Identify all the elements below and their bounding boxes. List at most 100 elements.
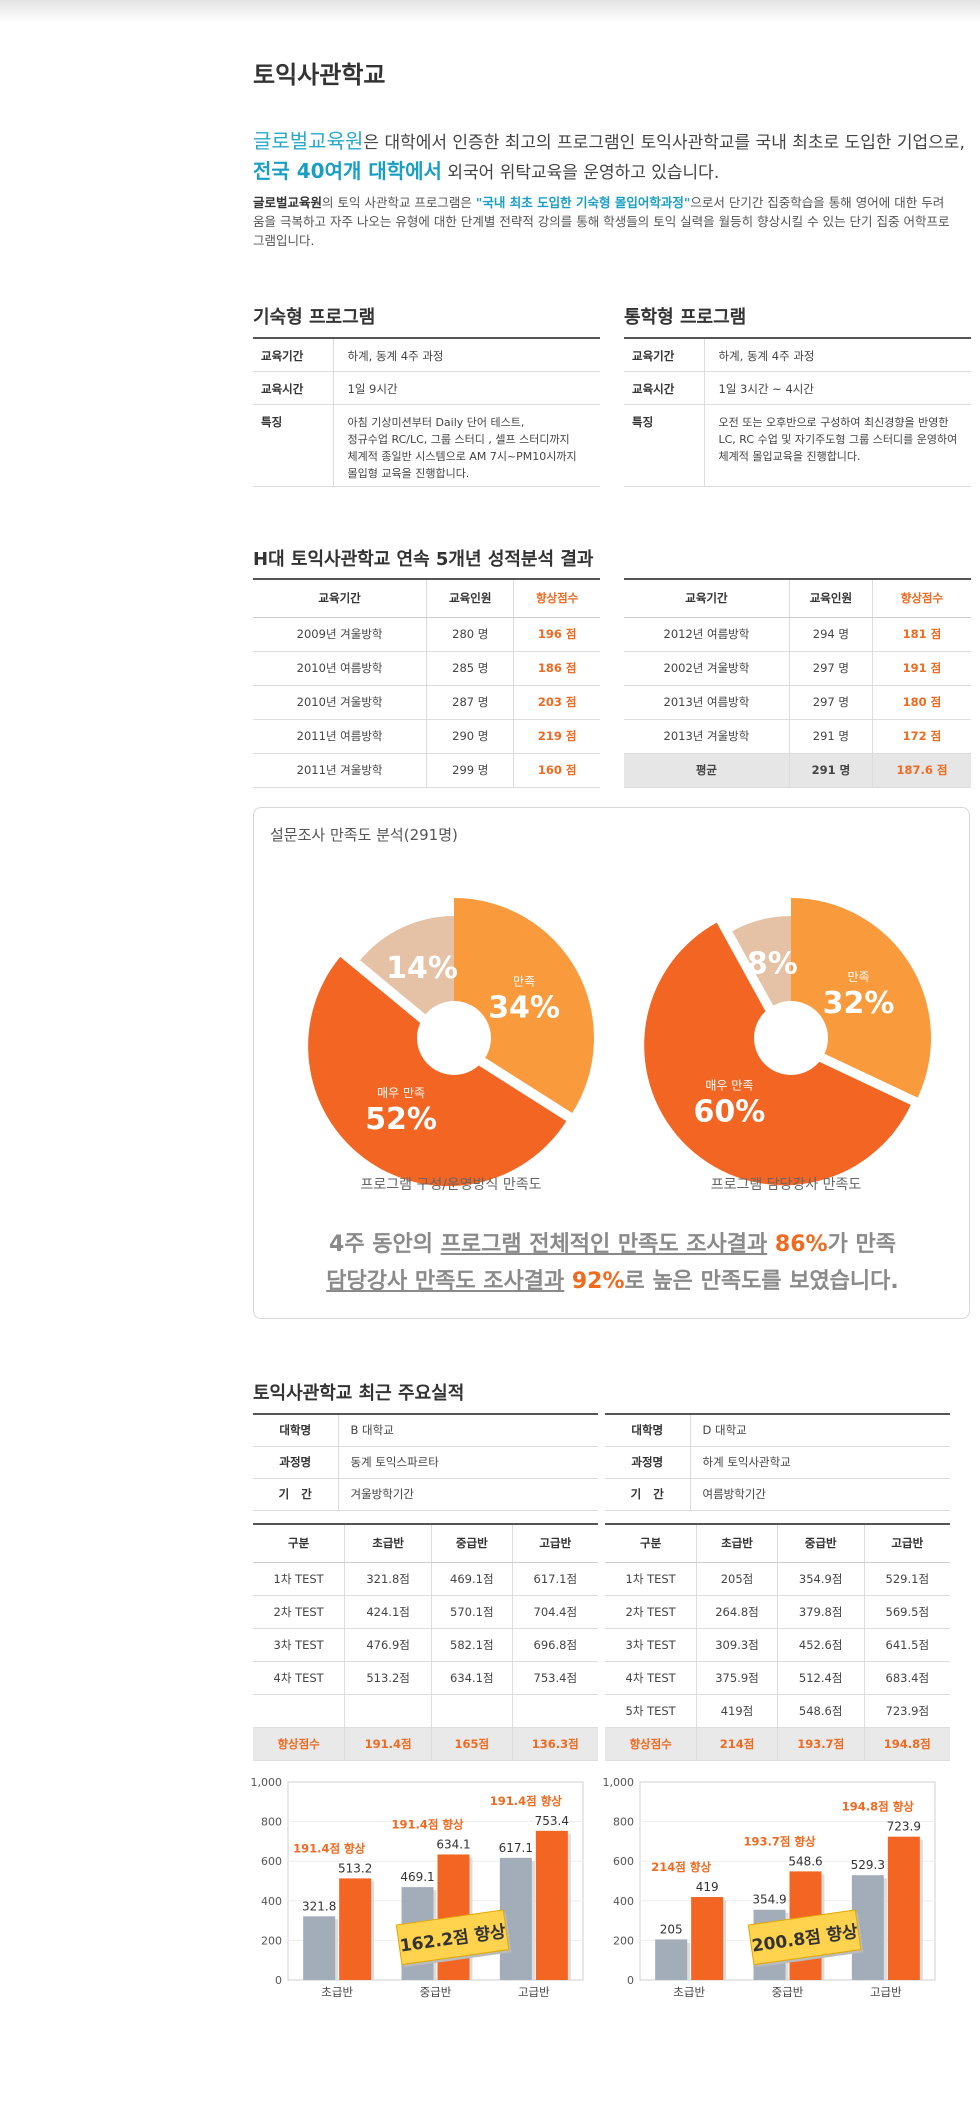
program-table-commute: 교육기간 하계, 동계 4주 과정 교육시간 1일 3시간 ~ 4시간 특징 오전 …: [624, 337, 971, 487]
table-row: 2차 TEST 264.8점 379.8점 569.5점: [605, 1595, 950, 1629]
bar-0-0: [303, 1916, 336, 1980]
y-tick-label: 200: [613, 1934, 634, 1947]
pie-slice-0-0: [308, 956, 567, 1187]
table-row: 4차 TEST 375.9점 512.4점 683.4점: [605, 1661, 950, 1695]
average-row: 평균 291 명 187.6 점: [624, 753, 971, 788]
x-category-label: 초급반: [673, 1985, 705, 1999]
table-row: 2010년 겨울방학 287 명 203 점: [253, 685, 600, 720]
program-title-dormitory: 기숙형 프로그램: [253, 307, 376, 328]
bar-2-1: [535, 1830, 568, 1980]
results-table-right: 교육기간 교육인원 향상점수 2012년 여름방학 294 명 181 점 2002년 …: [624, 578, 971, 788]
table-row: 4차 TEST 513.2점 634.1점 753.4점: [253, 1661, 598, 1695]
improve-row: 향상점수 214점 193.7점 194.8점: [605, 1727, 950, 1761]
achievement-scores: 구분 초급반 중급반 고급반 1차 TEST 205점 354.9점 529.1점 2차 TES…: [605, 1523, 950, 1761]
table-row: 2010년 여름방학 285 명 186 점: [253, 651, 600, 686]
y-tick-label: 200: [261, 1934, 282, 1947]
table-row: [253, 1694, 598, 1728]
table-row: 2011년 여름방학 290 명 219 점: [253, 719, 600, 754]
program-table-dormitory: 교육기간 하계, 동계 4주 과정 교육시간 1일 9시간 특징 아침 기상미션부터…: [253, 337, 600, 487]
y-tick-label: 400: [613, 1895, 634, 1908]
survey-title: 설문조사 만족도 분석(291명): [270, 826, 458, 844]
table-row: 2013년 여름방학 297 명 180 점: [624, 685, 971, 720]
bar-value-label: 205: [660, 1922, 683, 1936]
pie-slice-pct: 14%: [386, 951, 458, 986]
achievement-bar-chart: 0 200 400 600 800 1,000 321.8 513.2 191.4점 향상초급반…: [251, 1776, 584, 1999]
pie-slice-pct: 32%: [823, 986, 895, 1021]
table-row: 2011년 겨울방학 299 명 160 점: [253, 753, 600, 788]
survey-conclusion-1: 4주 동안의 프로그램 전체적인 만족도 조사결과 86%가 만족: [329, 1232, 896, 1257]
intro-line-2: 전국 40여개 대학에서 외국어 위탁교육을 운영하고 있습니다.: [253, 159, 720, 183]
y-tick-label: 1,000: [603, 1776, 635, 1789]
results-title: H대 토익사관학교 연속 5개년 성적분석 결과: [253, 549, 594, 570]
table-row: 2009년 겨울방학 280 명 196 점: [253, 617, 600, 652]
x-category-label: 고급반: [518, 1985, 550, 1999]
improve-badge: 162.2점 향상: [395, 1909, 512, 1968]
survey-pies: 만족 34% 매우 만족 52% 14% 만족 32% 매우 만족 60% 8%: [308, 898, 931, 1187]
improve-badge: 200.8점 향상: [747, 1909, 864, 1968]
improve-annotation: 194.8점 향상: [842, 1800, 915, 1814]
university-count: 전국 40여개 대학에서: [253, 159, 442, 183]
bar-value-label: 753.4: [535, 1814, 569, 1828]
bar-value-label: 529.3: [851, 1858, 885, 1872]
bar-2-1: [887, 1836, 920, 1980]
pie-caption-program: 프로그램 구성/운영방식 만족도: [360, 1177, 542, 1193]
pie-slice-0-1: [454, 898, 594, 1114]
x-category-label: 고급반: [870, 1985, 902, 1999]
x-category-label: 중급반: [772, 1985, 804, 1999]
y-tick-label: 800: [613, 1816, 634, 1829]
table-row: 1차 TEST 205점 354.9점 529.1점: [605, 1562, 950, 1596]
y-tick-label: 0: [275, 1974, 282, 1987]
bar-value-label: 469.1: [400, 1870, 434, 1884]
table-row: 2002년 겨울방학 297 명 191 점: [624, 651, 971, 686]
y-tick-label: 400: [261, 1895, 282, 1908]
bar-value-label: 617.1: [499, 1841, 533, 1855]
table-row: 2차 TEST 424.1점 570.1점 704.4점: [253, 1595, 598, 1629]
table-row: 5차 TEST 419점 548.6점 723.9점: [605, 1694, 950, 1728]
pie-chart-1: 만족 32% 매우 만족 60% 8%: [644, 898, 931, 1186]
survey-conclusion-2: 담당강사 만족도 조사결과 92%로 높은 만족도를 보였습니다.: [326, 1269, 899, 1294]
x-category-label: 초급반: [321, 1985, 353, 1999]
pie-slice-name: 만족: [513, 974, 535, 988]
bar-value-label: 419: [696, 1880, 719, 1894]
survey-panel: 설문조사 만족도 분석(291명) 만족 34% 매우 만족 52% 14% 만족 32% 매…: [253, 807, 970, 1319]
pie-slice-name: 매우 만족: [377, 1086, 425, 1100]
bar-0-0: [655, 1939, 688, 1980]
improve-annotation: 191.4점 향상: [490, 1794, 563, 1808]
pie-slice-pct: 8%: [747, 946, 798, 981]
bar-value-label: 513.2: [338, 1861, 372, 1875]
y-tick-label: 1,000: [251, 1776, 283, 1789]
pie-chart-0: 만족 34% 매우 만족 52% 14%: [308, 898, 594, 1187]
pie-slice-pct: 60%: [693, 1095, 765, 1130]
pie-hole: [754, 1001, 828, 1075]
pie-slice-name: 매우 만족: [705, 1079, 753, 1093]
y-tick-label: 600: [613, 1855, 634, 1868]
bar-0-1: [339, 1878, 372, 1980]
improve-annotation: 214점 향상: [651, 1860, 711, 1874]
brand-name: 글로벌교육원: [253, 129, 364, 153]
improve-annotation: 191.4점 향상: [293, 1841, 366, 1855]
table-row: 2012년 여름방학 294 명 181 점: [624, 617, 971, 652]
achievement-info: 대학명 D 대학교 과정명 하계 토익사관학교 기 간 여름방학기간: [605, 1413, 950, 1511]
achievement-info: 대학명 B 대학교 과정명 동계 토익스파르타 기 간 겨울방학기간: [253, 1413, 598, 1511]
table-row: 1차 TEST 321.8점 469.1점 617.1점: [253, 1562, 598, 1596]
pie-slice-0-2: [359, 916, 454, 1038]
page-title: 토익사관학교: [253, 61, 386, 89]
achievements-title: 토익사관학교 최근 주요실적: [253, 1383, 465, 1404]
bar-0-1: [691, 1897, 724, 1980]
pie-slice-pct: 34%: [488, 990, 560, 1025]
improve-annotation: 193.7점 향상: [743, 1834, 816, 1848]
bar-value-label: 354.9: [752, 1893, 786, 1907]
y-tick-label: 600: [261, 1855, 282, 1868]
pie-slice-name: 만족: [847, 970, 869, 984]
bar-value-label: 548.6: [788, 1854, 822, 1868]
program-title-commute: 통학형 프로그램: [624, 307, 747, 328]
y-tick-label: 800: [261, 1816, 282, 1829]
intro-line-1: 글로벌교육원은 대학에서 인증한 최고의 프로그램인 토익사관학교를 국내 최초…: [253, 129, 965, 153]
bar-value-label: 321.8: [302, 1899, 336, 1913]
improve-row: 향상점수 191.4점 165점 136.3점: [253, 1727, 598, 1761]
intro-description: 글로벌교육원의 토익 사관학교 프로그램은 "국내 최초 도입한 기숙형 몰입어…: [253, 195, 950, 248]
x-category-label: 중급반: [420, 1985, 452, 1999]
table-row: 3차 TEST 476.9점 582.1점 696.8점: [253, 1628, 598, 1662]
results-table-left: 교육기간 교육인원 향상점수 2009년 겨울방학 280 명 196 점 2010년 …: [253, 578, 600, 788]
